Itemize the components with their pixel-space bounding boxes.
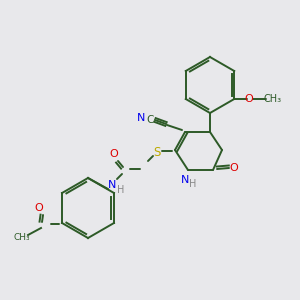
Text: H: H [117, 185, 125, 195]
Text: H: H [189, 179, 197, 189]
Text: O: O [110, 149, 118, 159]
Text: CH₃: CH₃ [263, 94, 281, 104]
Text: O: O [34, 203, 43, 213]
Text: N: N [181, 175, 189, 185]
Text: CH₃: CH₃ [14, 233, 30, 242]
Text: O: O [230, 163, 238, 173]
Text: N: N [137, 113, 145, 123]
Text: N: N [108, 180, 116, 190]
Text: C: C [146, 115, 154, 125]
Text: S: S [153, 146, 161, 158]
Text: O: O [245, 94, 254, 104]
